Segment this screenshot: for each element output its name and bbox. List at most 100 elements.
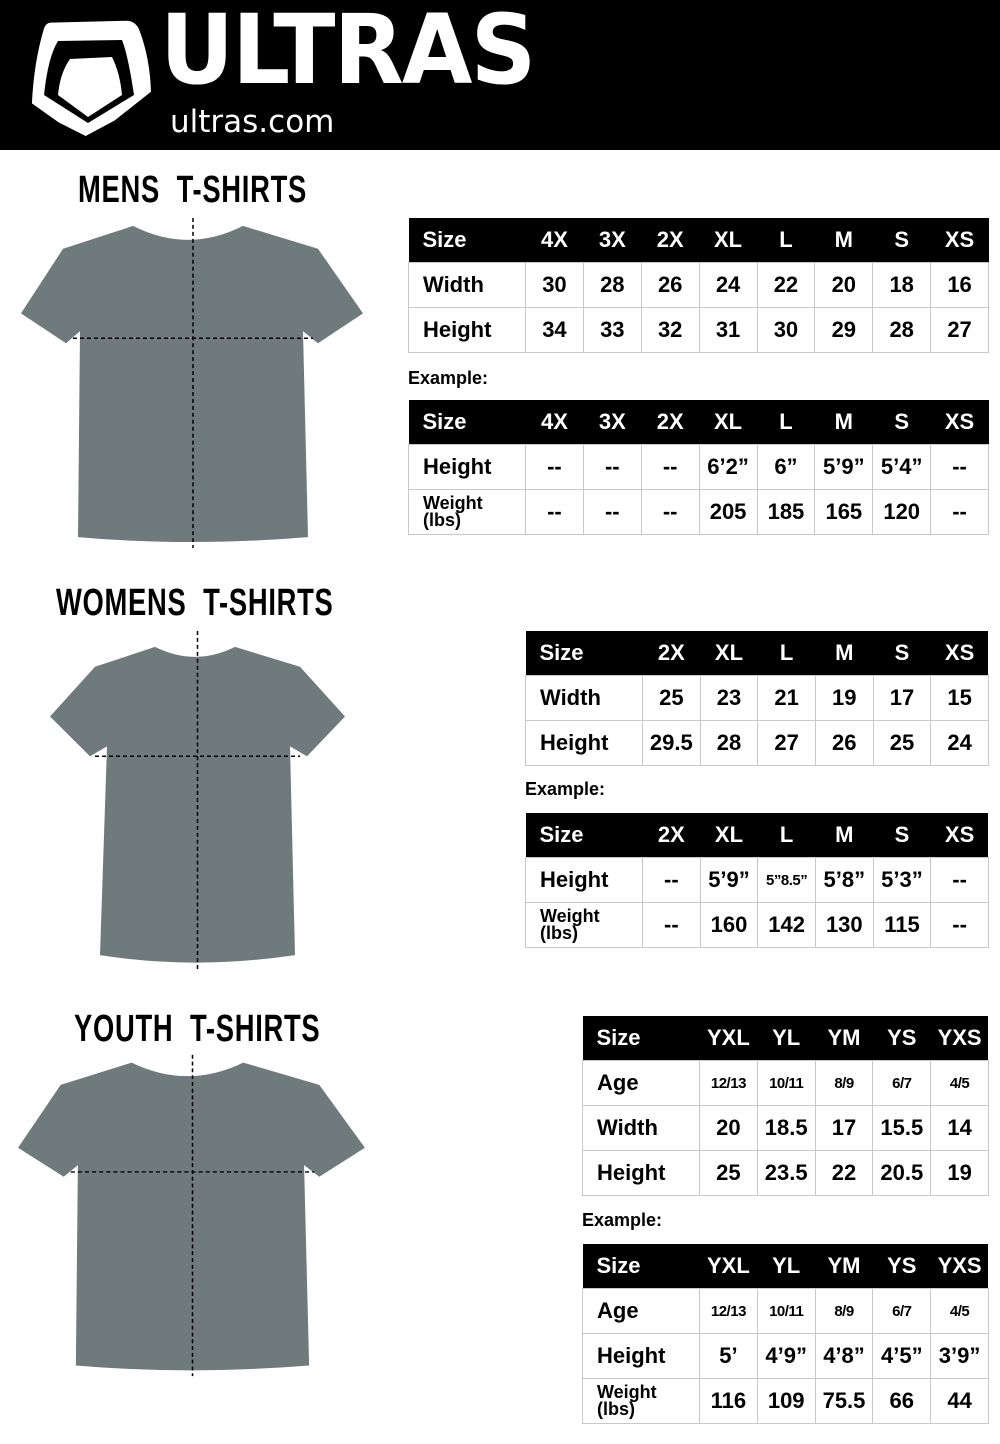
size-column-header: XL [699, 218, 757, 263]
size-label: Size [525, 813, 643, 858]
table-cell: 5’8” [814, 857, 874, 903]
table-cell: 44 [930, 1378, 989, 1424]
table-cell: 4’8” [814, 1333, 874, 1379]
size-column-header: YS [872, 1016, 931, 1061]
size-column-header: XS [930, 813, 989, 858]
table-cell: 22 [756, 262, 816, 308]
row-label: Weight (lbs) [582, 1378, 700, 1424]
tshirt-measurement-image [45, 627, 350, 980]
table-cell: 160 [699, 902, 759, 948]
table-cell: -- [930, 489, 989, 535]
mens-section-title: MENS T-SHIRTS [78, 169, 307, 211]
table-cell: 14 [930, 1105, 989, 1151]
table-cell: 19 [930, 1150, 989, 1196]
row-label: Height [582, 1150, 700, 1196]
row-label: Age [582, 1060, 700, 1106]
table-cell: -- [640, 444, 700, 490]
size-label: Size [408, 218, 526, 263]
row-label: Width [582, 1105, 700, 1151]
size-column-header: 4X [525, 400, 584, 445]
table-cell: 165 [814, 489, 874, 535]
row-label: Height [525, 720, 643, 766]
table-cell: 5’3” [872, 857, 932, 903]
size-column-header: S [872, 400, 931, 445]
table-cell: 10/11 [756, 1060, 816, 1106]
brand-name: ULTRAS [160, 0, 536, 106]
size-column-header: YL [757, 1244, 816, 1289]
table-cell: 23 [699, 675, 759, 721]
table-row: Height 5’ 4’9” 4’8” 4’5” 3’9” [582, 1333, 989, 1379]
table-cell: 6” [756, 444, 816, 490]
size-column-header: YXS [930, 1244, 989, 1289]
table-cell: 5’4” [872, 444, 932, 490]
table-row: Weight (lbs) -- 160 142 130 115 -- [525, 902, 989, 948]
table-cell: 15 [930, 675, 989, 721]
size-column-header: S [873, 813, 931, 858]
size-label: Size [525, 631, 643, 676]
table-cell: 29 [814, 307, 874, 353]
size-column-header: YM [815, 1244, 873, 1289]
table-cell: 205 [698, 489, 758, 535]
youth-section-title: YOUTH T-SHIRTS [74, 1008, 321, 1050]
table-cell: 30 [756, 307, 816, 353]
table-row: Height -- -- -- 6’2” 6” 5’9” 5’4” -- [408, 444, 989, 490]
table-cell: 116 [699, 1378, 758, 1424]
table-cell: 25 [642, 675, 701, 721]
table-cell: 22 [814, 1150, 874, 1196]
table-cell: 130 [814, 902, 874, 948]
table-cell: 25 [699, 1150, 758, 1196]
size-column-header: S [873, 631, 931, 676]
size-label: Size [582, 1244, 700, 1289]
table-row: Weight (lbs) 116 109 75.5 66 44 [582, 1378, 989, 1424]
table-cell: 17 [872, 675, 932, 721]
table-cell: -- [930, 444, 989, 490]
size-column-header: L [757, 631, 816, 676]
size-column-header: XS [930, 631, 989, 676]
row-label: Height [582, 1333, 700, 1379]
youth-example-table: Size YXL YL YM YS YXS Age 12/13 10/11 8/9 6/7 4/5 He… [582, 1244, 989, 1424]
size-column-header: 4X [525, 218, 584, 263]
table-row: Width 20 18.5 17 15.5 14 [582, 1105, 989, 1151]
size-column-header: XL [699, 400, 757, 445]
size-column-header: XS [930, 218, 989, 263]
table-cell: -- [930, 857, 989, 903]
header-row: Size 4X 3X 2X XL L M S XS [408, 400, 989, 445]
youth-size-table: Size YXL YL YM YS YXS Age 12/13 10/11 8/9 6/7 4/5 Wi… [582, 1016, 989, 1196]
table-cell: 20 [699, 1105, 758, 1151]
table-row: Height 25 23.5 22 20.5 19 [582, 1150, 989, 1196]
size-label: Size [582, 1016, 700, 1061]
table-cell: 18 [872, 262, 932, 308]
table-cell: 29.5 [642, 720, 701, 766]
size-column-header: XL [700, 813, 758, 858]
row-label: Weight (lbs) [408, 489, 526, 535]
table-cell: 5”8.5” [757, 857, 816, 903]
size-column-header: XS [930, 400, 989, 445]
table-cell: 120 [872, 489, 932, 535]
size-column-header: YXL [699, 1016, 758, 1061]
table-cell: -- [642, 902, 701, 948]
table-cell: -- [525, 489, 584, 535]
table-row: Height 34 33 32 31 30 29 28 27 [408, 307, 989, 353]
header-row: Size 2X XL L M S XS [525, 631, 989, 676]
table-cell: 31 [698, 307, 758, 353]
table-cell: 34 [525, 307, 584, 353]
table-cell: 3’9” [930, 1333, 989, 1379]
example-label: Example: [408, 368, 489, 388]
table-cell: 5’ [699, 1333, 758, 1379]
womens-example-table: Size 2X XL L M S XS Height -- 5’9” 5”8.5” 5’8” 5’3” -… [525, 813, 989, 948]
table-cell: 6/7 [872, 1288, 932, 1334]
table-cell: 20 [814, 262, 874, 308]
size-column-header: M [815, 631, 874, 676]
row-label: Height [525, 857, 643, 903]
size-column-header: L [757, 400, 815, 445]
table-cell: -- [640, 489, 700, 535]
table-cell: 28 [699, 720, 759, 766]
size-column-header: 2X [642, 631, 701, 676]
header-row: Size YXL YL YM YS YXS [582, 1244, 989, 1289]
table-cell: 27 [930, 307, 989, 353]
womens-size-table: Size 2X XL L M S XS Width 25 23 21 19 17 15 Height 29.5… [525, 631, 989, 766]
size-column-header: M [815, 813, 874, 858]
size-column-header: 2X [642, 813, 701, 858]
row-label: Width [408, 262, 526, 308]
size-column-header: 2X [641, 400, 700, 445]
